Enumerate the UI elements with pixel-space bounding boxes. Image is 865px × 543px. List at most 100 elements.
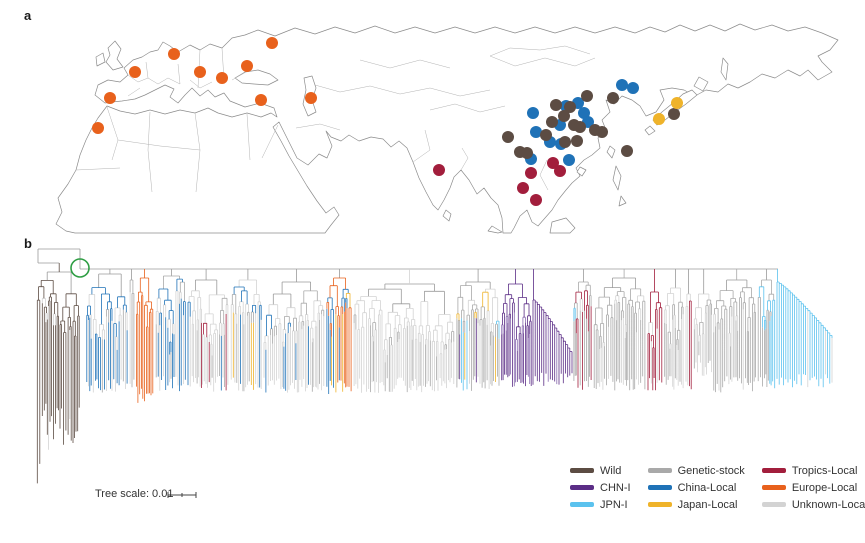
chn-i-swatch (570, 485, 594, 490)
tree-scale-bar (167, 492, 197, 498)
map-dot-china_local (530, 126, 542, 138)
map-country-border (75, 167, 121, 171)
tree-branches (459, 269, 573, 387)
wild-swatch (570, 468, 594, 473)
map-country-border (127, 74, 181, 85)
map-country-border (314, 84, 491, 97)
map-landmass (549, 217, 576, 234)
map-landmass (693, 76, 709, 92)
legend-label: China-Local (677, 481, 737, 494)
europe-local-swatch (761, 485, 786, 490)
legend-column-3: Tropics-Local Europe-Local Unknown-Local (761, 464, 865, 511)
legend-label: Japan-Local (677, 498, 738, 511)
legend-label: Genetic-stock (677, 464, 745, 477)
map-landmass (576, 166, 587, 177)
map-country-border (412, 129, 431, 163)
map-dot-europe_local (255, 94, 267, 106)
legend-label: Unknown-Local (791, 498, 865, 511)
map-dot-europe_local (266, 37, 278, 49)
tropics-local-swatch (761, 468, 786, 473)
map-dot-tropics_local (525, 167, 537, 179)
map-dot-wild (546, 116, 558, 128)
map-country-border (261, 124, 279, 159)
map-dot-tropics_local (554, 165, 566, 177)
map-landmass (487, 225, 503, 234)
map-country-border (489, 45, 591, 57)
map-landmass (95, 52, 106, 67)
china-local-swatch (647, 485, 672, 490)
map-dot-europe_local (305, 92, 317, 104)
legend: Wild CHN-I JPN-I Genetic-stock China-Loc… (570, 464, 865, 511)
map-dot-wild (596, 126, 608, 138)
legend-item-genetic-stock: Genetic-stock (647, 464, 745, 477)
map-country-border (295, 123, 341, 131)
legend-column-1: Wild CHN-I JPN-I (570, 464, 631, 511)
map-dot-europe_local (104, 92, 116, 104)
legend-label: JPN-I (600, 498, 628, 511)
legend-label: Wild (600, 464, 622, 477)
map-dot-tropics_local (530, 194, 542, 206)
map-dot-wild (607, 92, 619, 104)
map-landmass (606, 145, 616, 159)
map-dot-china_local (578, 107, 590, 119)
tree-highlight-circle (70, 258, 90, 278)
legend-item-tropics-local: Tropics-Local (761, 464, 865, 477)
map-dot-europe_local (194, 66, 206, 78)
tree-branches (501, 312, 558, 387)
tree-scale-label: Tree scale: 0.01 (95, 488, 174, 500)
map-landmass (105, 40, 124, 71)
map-dot-china_local (616, 79, 628, 91)
map-country-border (147, 111, 153, 193)
tree-branches (461, 269, 833, 391)
panel-a-label: a (24, 8, 32, 23)
map-country-border (145, 61, 149, 79)
legend-column-2: Genetic-stock China-Local Japan-Local (647, 464, 745, 511)
map-dot-europe_local (92, 122, 104, 134)
map-dot-europe_local (129, 66, 141, 78)
map-country-border (460, 147, 469, 171)
legend-item-jpn-i: JPN-I (570, 498, 631, 511)
tree-branches (201, 269, 692, 391)
legend-item-europe-local: Europe-Local (761, 481, 865, 494)
map-country-border (359, 59, 451, 69)
legend-item-wild: Wild (570, 464, 631, 477)
map-dot-wild (668, 108, 680, 120)
tree-branches (232, 291, 496, 393)
map-dot-tropics_local (433, 164, 445, 176)
map-country-border (429, 103, 506, 113)
map-country-border (127, 87, 141, 97)
map-dot-wild (558, 110, 570, 122)
map-country-border (117, 139, 201, 151)
map-country-border (177, 63, 181, 85)
legend-item-unknown-local: Unknown-Local (761, 498, 865, 511)
tree-branches (86, 278, 349, 394)
map-landmass (442, 209, 452, 222)
map-dot-wild (502, 131, 514, 143)
legend-item-china-local: China-Local (647, 481, 745, 494)
jpn-i-swatch (570, 502, 594, 507)
map-dot-europe_local (241, 60, 253, 72)
map-country-border (189, 79, 213, 89)
map-dot-europe_local (168, 48, 180, 60)
map-country-border (246, 113, 251, 161)
map-dot-china_local (563, 154, 575, 166)
tree-branches (36, 263, 80, 484)
map-dot-tropics_local (547, 157, 559, 169)
genetic-stock-swatch (647, 468, 672, 473)
japan-local-swatch (647, 502, 672, 507)
legend-label: Tropics-Local (791, 464, 858, 477)
map-landmass (720, 57, 729, 81)
map-landmass (644, 125, 656, 136)
map-landmass (612, 165, 622, 191)
legend-item-japan-local: Japan-Local (647, 498, 745, 511)
map-country-border (489, 55, 596, 67)
map-landmass (618, 195, 627, 207)
map-dot-wild (581, 90, 593, 102)
map-dot-china_local (627, 82, 639, 94)
legend-label: Europe-Local (791, 481, 858, 494)
map-country-border (231, 71, 247, 81)
map-dot-china_local (527, 107, 539, 119)
map-dot-wild (559, 136, 571, 148)
